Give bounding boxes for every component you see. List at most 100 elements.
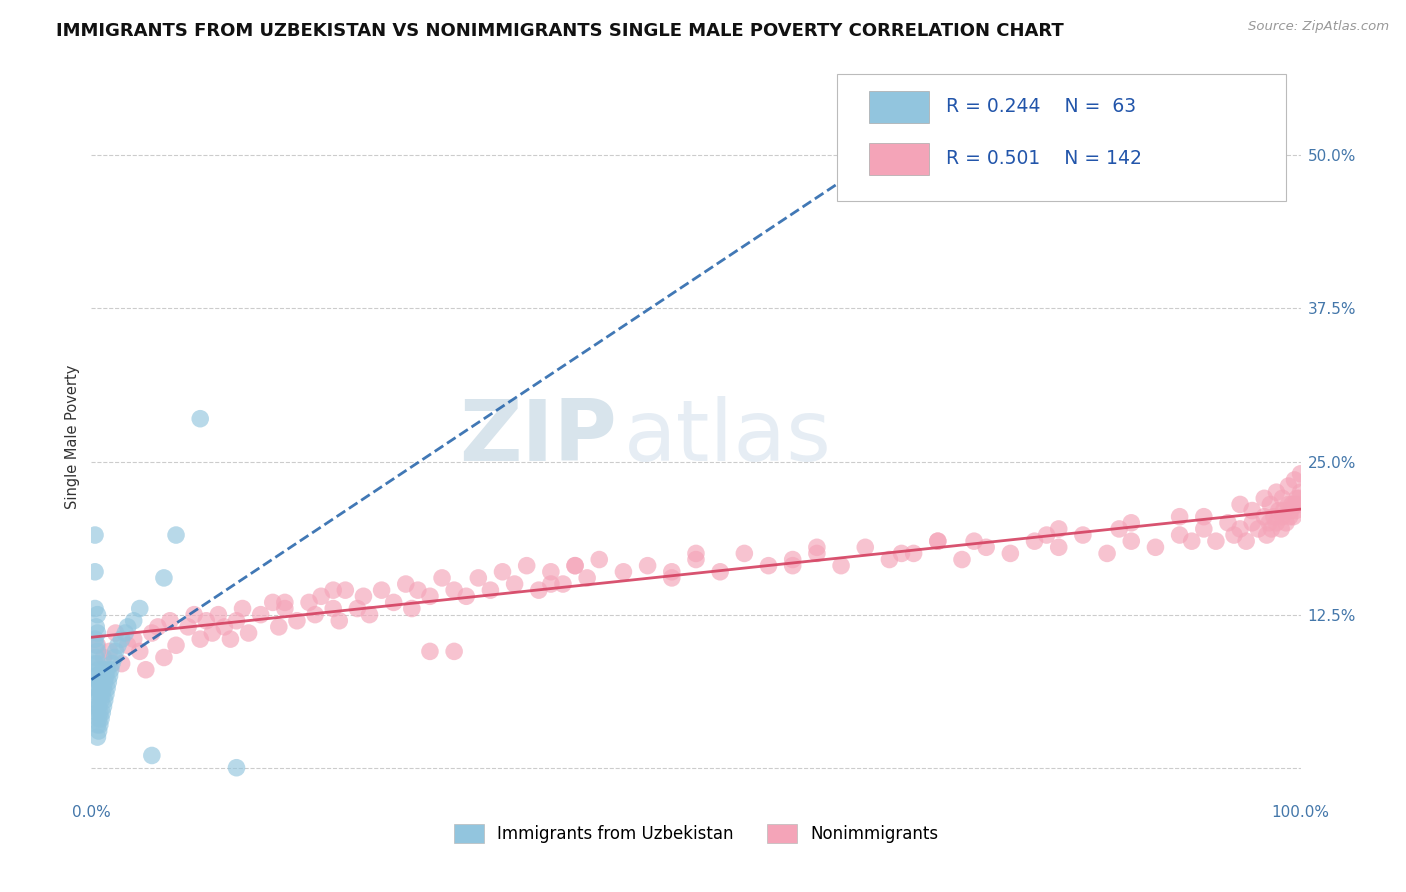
Point	[890, 546, 912, 560]
Point	[90, 712, 112, 726]
Point	[456, 589, 478, 603]
Point	[100, 663, 122, 677]
Text: Source: ZipAtlas.com: Source: ZipAtlas.com	[1249, 20, 1389, 33]
Point	[274, 595, 297, 609]
Point	[225, 761, 247, 775]
Point	[309, 589, 332, 603]
Point	[93, 663, 115, 677]
Point	[128, 601, 150, 615]
Point	[93, 681, 115, 695]
Point	[443, 583, 465, 598]
Point	[114, 626, 136, 640]
Point	[86, 607, 108, 622]
Point	[84, 565, 107, 579]
Point	[1229, 522, 1251, 536]
Point	[86, 706, 108, 720]
Point	[1289, 467, 1312, 481]
Point	[709, 565, 731, 579]
Point	[335, 583, 357, 598]
Point	[382, 595, 405, 609]
Point	[274, 601, 297, 615]
Point	[84, 528, 107, 542]
Point	[1277, 498, 1299, 512]
Point	[96, 681, 118, 695]
Point	[1282, 509, 1305, 524]
Point	[111, 657, 132, 671]
Point	[89, 718, 111, 732]
Point	[661, 571, 683, 585]
Point	[1095, 546, 1118, 560]
Text: R = 0.244    N =  63: R = 0.244 N = 63	[946, 97, 1136, 116]
Point	[443, 644, 465, 658]
Point	[262, 595, 284, 609]
Point	[1035, 528, 1057, 542]
Point	[87, 663, 110, 677]
Point	[346, 601, 368, 615]
Point	[91, 669, 114, 683]
Point	[201, 626, 224, 640]
Point	[104, 644, 127, 658]
Point	[401, 601, 423, 615]
Point	[87, 712, 110, 726]
Point	[101, 657, 124, 671]
Point	[93, 675, 115, 690]
FancyBboxPatch shape	[869, 143, 929, 175]
Point	[90, 681, 112, 695]
Point	[86, 626, 108, 640]
Point	[806, 541, 828, 555]
Point	[1168, 528, 1191, 542]
Point	[322, 583, 344, 598]
Point	[430, 571, 453, 585]
Point	[84, 650, 107, 665]
Point	[86, 669, 108, 683]
Point	[406, 583, 429, 598]
Point	[91, 687, 114, 701]
Point	[1216, 516, 1239, 530]
Text: atlas: atlas	[623, 395, 831, 479]
Point	[86, 730, 108, 744]
Point	[1284, 498, 1306, 512]
Point	[97, 675, 120, 690]
Point	[84, 657, 107, 671]
Point	[927, 534, 949, 549]
Point	[612, 565, 634, 579]
Point	[1205, 534, 1227, 549]
Point	[1271, 509, 1294, 524]
Point	[1285, 503, 1308, 517]
Point	[479, 583, 502, 598]
Point	[1047, 522, 1070, 536]
Point	[661, 565, 683, 579]
Point	[96, 663, 118, 677]
Point	[117, 620, 139, 634]
Point	[1181, 534, 1204, 549]
Point	[1271, 491, 1294, 506]
Point	[238, 626, 260, 640]
Point	[298, 595, 321, 609]
FancyBboxPatch shape	[838, 74, 1286, 201]
Point	[84, 632, 107, 647]
Point	[188, 632, 211, 647]
Point	[1144, 541, 1167, 555]
Point	[588, 552, 610, 566]
Point	[903, 546, 925, 560]
Point	[84, 669, 107, 683]
Point	[1121, 516, 1143, 530]
Point	[806, 546, 828, 560]
Point	[86, 638, 108, 652]
Point	[1256, 528, 1278, 542]
Point	[231, 601, 253, 615]
Point	[419, 589, 441, 603]
Point	[467, 571, 489, 585]
Point	[1289, 485, 1312, 500]
Point	[87, 723, 110, 738]
Point	[419, 644, 441, 658]
Point	[183, 607, 205, 622]
Point	[146, 620, 169, 634]
Point	[1229, 498, 1251, 512]
Point	[516, 558, 538, 573]
Point	[1268, 503, 1291, 517]
Point	[540, 577, 562, 591]
Point	[117, 638, 139, 652]
Point	[685, 546, 707, 560]
Point	[1253, 509, 1275, 524]
